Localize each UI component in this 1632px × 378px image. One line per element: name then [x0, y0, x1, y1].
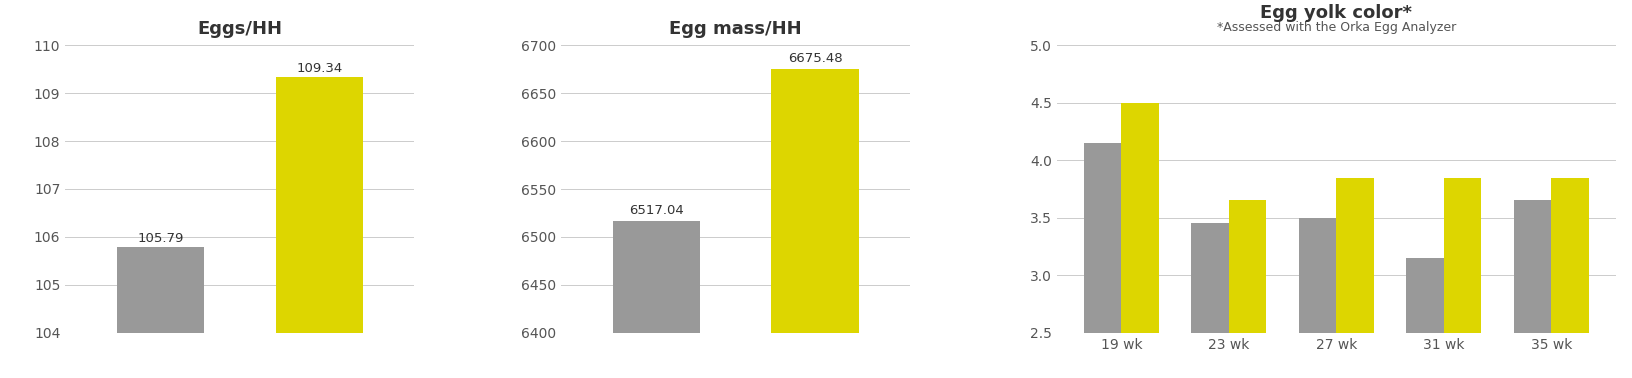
Bar [1550, 178, 1590, 378]
Bar [1229, 200, 1266, 378]
Bar [1337, 178, 1374, 378]
Text: 105.79: 105.79 [137, 232, 184, 245]
Title: Eggs/HH: Eggs/HH [197, 20, 282, 38]
Title: Egg yolk color*: Egg yolk color* [1260, 3, 1412, 22]
Bar [772, 69, 858, 378]
Bar [1299, 218, 1337, 378]
Text: 6675.48: 6675.48 [788, 52, 842, 65]
Title: Egg mass/HH: Egg mass/HH [669, 20, 801, 38]
Text: *Assessed with the Orka Egg Analyzer: *Assessed with the Orka Egg Analyzer [1217, 21, 1456, 34]
Bar [1407, 258, 1444, 378]
Bar [1121, 103, 1159, 378]
Bar [1444, 178, 1482, 378]
Bar [276, 77, 362, 378]
Text: 6517.04: 6517.04 [628, 204, 684, 217]
Bar [1084, 143, 1121, 378]
Bar [1513, 200, 1550, 378]
Text: 109.34: 109.34 [295, 62, 343, 75]
Bar [118, 247, 204, 378]
Bar [612, 220, 700, 378]
Bar [1191, 223, 1229, 378]
